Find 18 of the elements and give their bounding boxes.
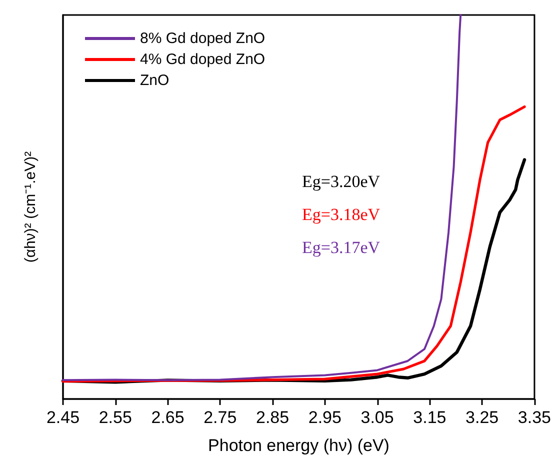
legend-label: 4% Gd doped ZnO bbox=[140, 51, 266, 68]
x-tick-label: 3.25 bbox=[466, 408, 499, 427]
legend-label: ZnO bbox=[140, 72, 170, 89]
x-tick-label: 3.35 bbox=[518, 408, 552, 427]
annotation: Eg=3.18eV bbox=[302, 205, 381, 224]
legend-label: 8% Gd doped ZnO bbox=[140, 30, 266, 47]
x-tick-label: 2.55 bbox=[98, 408, 132, 427]
x-tick-label: 3.15 bbox=[413, 408, 446, 427]
x-tick-label: 2.75 bbox=[204, 408, 237, 427]
x-tick-label: 2.65 bbox=[151, 408, 184, 427]
x-tick-label: 2.95 bbox=[308, 408, 342, 427]
annotation: Eg=3.20eV bbox=[302, 172, 381, 191]
y-axis-title: (αhν)² (cm⁻¹.eV)² bbox=[22, 151, 39, 263]
x-axis-title: Photon energy (hν) (eV) bbox=[208, 436, 390, 455]
x-tick-label: 3.05 bbox=[360, 408, 394, 427]
x-tick-label: 2.45 bbox=[46, 408, 80, 427]
annotation: Eg=3.17eV bbox=[302, 238, 381, 257]
x-tick-label: 2.85 bbox=[256, 408, 290, 427]
